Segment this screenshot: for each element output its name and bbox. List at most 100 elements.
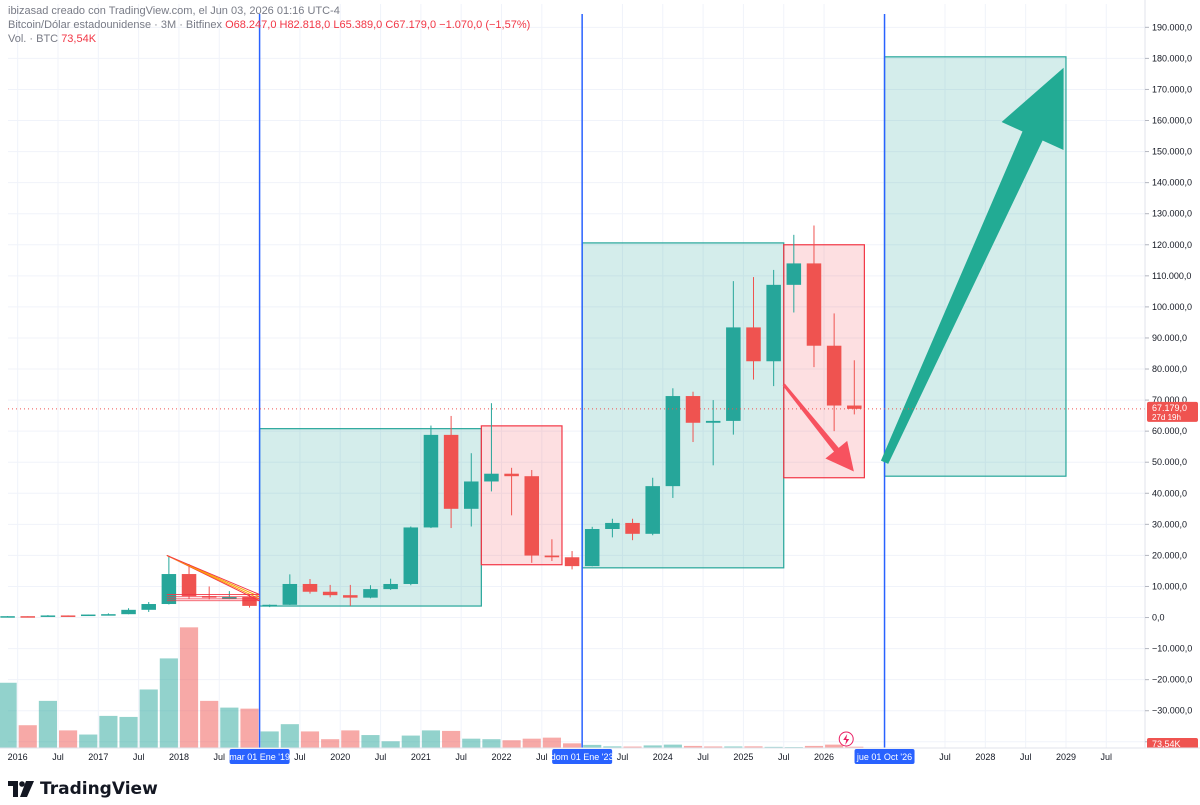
- price-tick-label: 50.000,0: [1152, 457, 1187, 467]
- volume-bar: [220, 707, 239, 748]
- time-tick-label: 2029: [1056, 752, 1076, 762]
- volume-bar: [462, 738, 481, 748]
- lightning-icon[interactable]: [838, 731, 854, 747]
- time-tick-label: 2028: [975, 752, 995, 762]
- time-tick-label: Jul: [1020, 752, 1032, 762]
- candle-body-down: [302, 583, 318, 592]
- candle-body-up: [605, 522, 620, 529]
- volume-bar: [643, 745, 662, 748]
- projection-arrows[interactable]: [782, 67, 1064, 472]
- candle-body-down: [242, 597, 257, 606]
- price-tick-label: 160.000,0: [1152, 116, 1192, 126]
- candle-body-down: [685, 396, 701, 423]
- price-tick-label: 60.000,0: [1152, 426, 1187, 436]
- time-tick-label: Jul: [1101, 752, 1113, 762]
- price-tick-label: 70.000,0: [1152, 395, 1187, 405]
- countdown-label: 27d 19h: [1152, 413, 1181, 422]
- price-tick-label: 140.000,0: [1152, 178, 1192, 188]
- candle-body-up: [403, 527, 419, 584]
- candle-body-up: [383, 583, 398, 590]
- candle-body-down: [504, 473, 519, 477]
- price-tick-label: −30.000,0: [1152, 706, 1192, 716]
- tradingview-logo[interactable]: TradingView: [8, 779, 158, 799]
- projection-arrow-down[interactable]: [782, 383, 854, 472]
- time-tick-label: Jul: [536, 752, 548, 762]
- volume-bar: [522, 738, 541, 748]
- candle-body-up: [726, 327, 741, 421]
- time-tick-label: 2016: [8, 752, 28, 762]
- candle-body-up: [0, 616, 15, 618]
- time-axis[interactable]: 2016 Jul 2017 Jul 2018 Jul Jul 2020 Jul 2021 Jul 20…: [0, 731, 1200, 766]
- candle-body-up: [665, 396, 681, 487]
- volume-bar: [683, 745, 703, 748]
- volume-legend[interactable]: Vol. · BTC 73,54K: [8, 32, 530, 46]
- price-tick-label: 30.000,0: [1152, 519, 1187, 529]
- price-tick-label: 100.000,0: [1152, 302, 1192, 312]
- time-tick-label: Jul: [375, 752, 387, 762]
- last-price-badge: [1147, 401, 1198, 422]
- candle-body-down: [322, 591, 338, 596]
- projection-arrow-up[interactable]: [880, 67, 1064, 464]
- price-scale-background: [1145, 0, 1200, 748]
- fan-trendline[interactable]: [166, 554, 260, 596]
- time-marker-badge[interactable]: [229, 749, 290, 764]
- price-scale[interactable]: 190.000,0 180.000,0 170.000,0 160.000,0 150.…: [1144, 0, 1200, 750]
- volume-bar: [200, 700, 219, 748]
- volume-bar: [321, 739, 340, 748]
- time-tick-label: 2021: [411, 752, 431, 762]
- volume-bar: [764, 746, 783, 748]
- volume-bar: [442, 730, 461, 748]
- time-tick-label: 2020: [330, 752, 350, 762]
- volume-bar: [421, 730, 441, 748]
- price-tick-label: 20.000,0: [1152, 550, 1187, 560]
- trendline-fan[interactable]: [166, 554, 260, 602]
- cycle-vertical-lines[interactable]: [258, 14, 886, 748]
- volume-bar: [341, 730, 360, 748]
- last-price-badge-label: 67.179,0: [1152, 403, 1187, 413]
- volume-bar: [482, 739, 501, 748]
- candle-body-down: [443, 434, 459, 509]
- ohlc-high: H82.818,0: [279, 19, 331, 31]
- volume-bar: [623, 746, 642, 748]
- ohlc-low: L65.389,0: [333, 19, 383, 31]
- volume-bar: [159, 658, 178, 748]
- candle-body-down: [806, 263, 822, 346]
- time-tick-label: Jul: [697, 752, 709, 762]
- volume-bars: [0, 627, 864, 748]
- candle-body-up: [645, 486, 660, 534]
- candle-body-down: [847, 405, 862, 409]
- time-tick-label: 2026: [814, 752, 834, 762]
- time-marker-badge[interactable]: [552, 749, 613, 764]
- tradingview-logo-icon: [8, 781, 34, 797]
- volume-bar: [704, 746, 723, 748]
- price-tick-label: 180.000,0: [1152, 53, 1192, 63]
- volume-badge-label: 73,54K: [1152, 739, 1181, 749]
- author-line: ibizasad creado con TradingView.com, el …: [8, 5, 340, 17]
- price-tick-label: 130.000,0: [1152, 209, 1192, 219]
- time-marker-label: mar 01 Ene '19: [229, 752, 290, 762]
- candle-body-up: [484, 473, 499, 482]
- chart-header: ibizasad creado con TradingView.com, el …: [8, 4, 530, 46]
- ohlc-open: O68.247,0: [225, 19, 277, 31]
- candle-body-down: [524, 476, 540, 556]
- volume-bar: [179, 627, 199, 748]
- volume-value: 73,54K: [61, 33, 97, 45]
- red-range-box[interactable]: [480, 425, 563, 566]
- time-tick-label: Jul: [133, 752, 145, 762]
- price-tick-label: 150.000,0: [1152, 147, 1192, 157]
- time-marker-badge[interactable]: [854, 749, 915, 764]
- volume-bar: [603, 746, 622, 748]
- candle-body-down: [181, 574, 197, 597]
- volume-badge: [1147, 738, 1198, 750]
- candle-body-up: [161, 574, 177, 605]
- price-tick-label: 170.000,0: [1152, 84, 1192, 94]
- volume-bar: [502, 740, 521, 748]
- volume-bar: [139, 689, 158, 748]
- volume-bar: [240, 708, 259, 748]
- volume-bar: [0, 682, 17, 748]
- symbol-legend[interactable]: Bitcoin/Dólar estadounidense · 3M · Bitf…: [8, 18, 530, 32]
- candle-body-up: [101, 614, 116, 616]
- time-marker-label: jue 01 Oct '26: [856, 752, 912, 762]
- candle-body-down: [343, 595, 358, 598]
